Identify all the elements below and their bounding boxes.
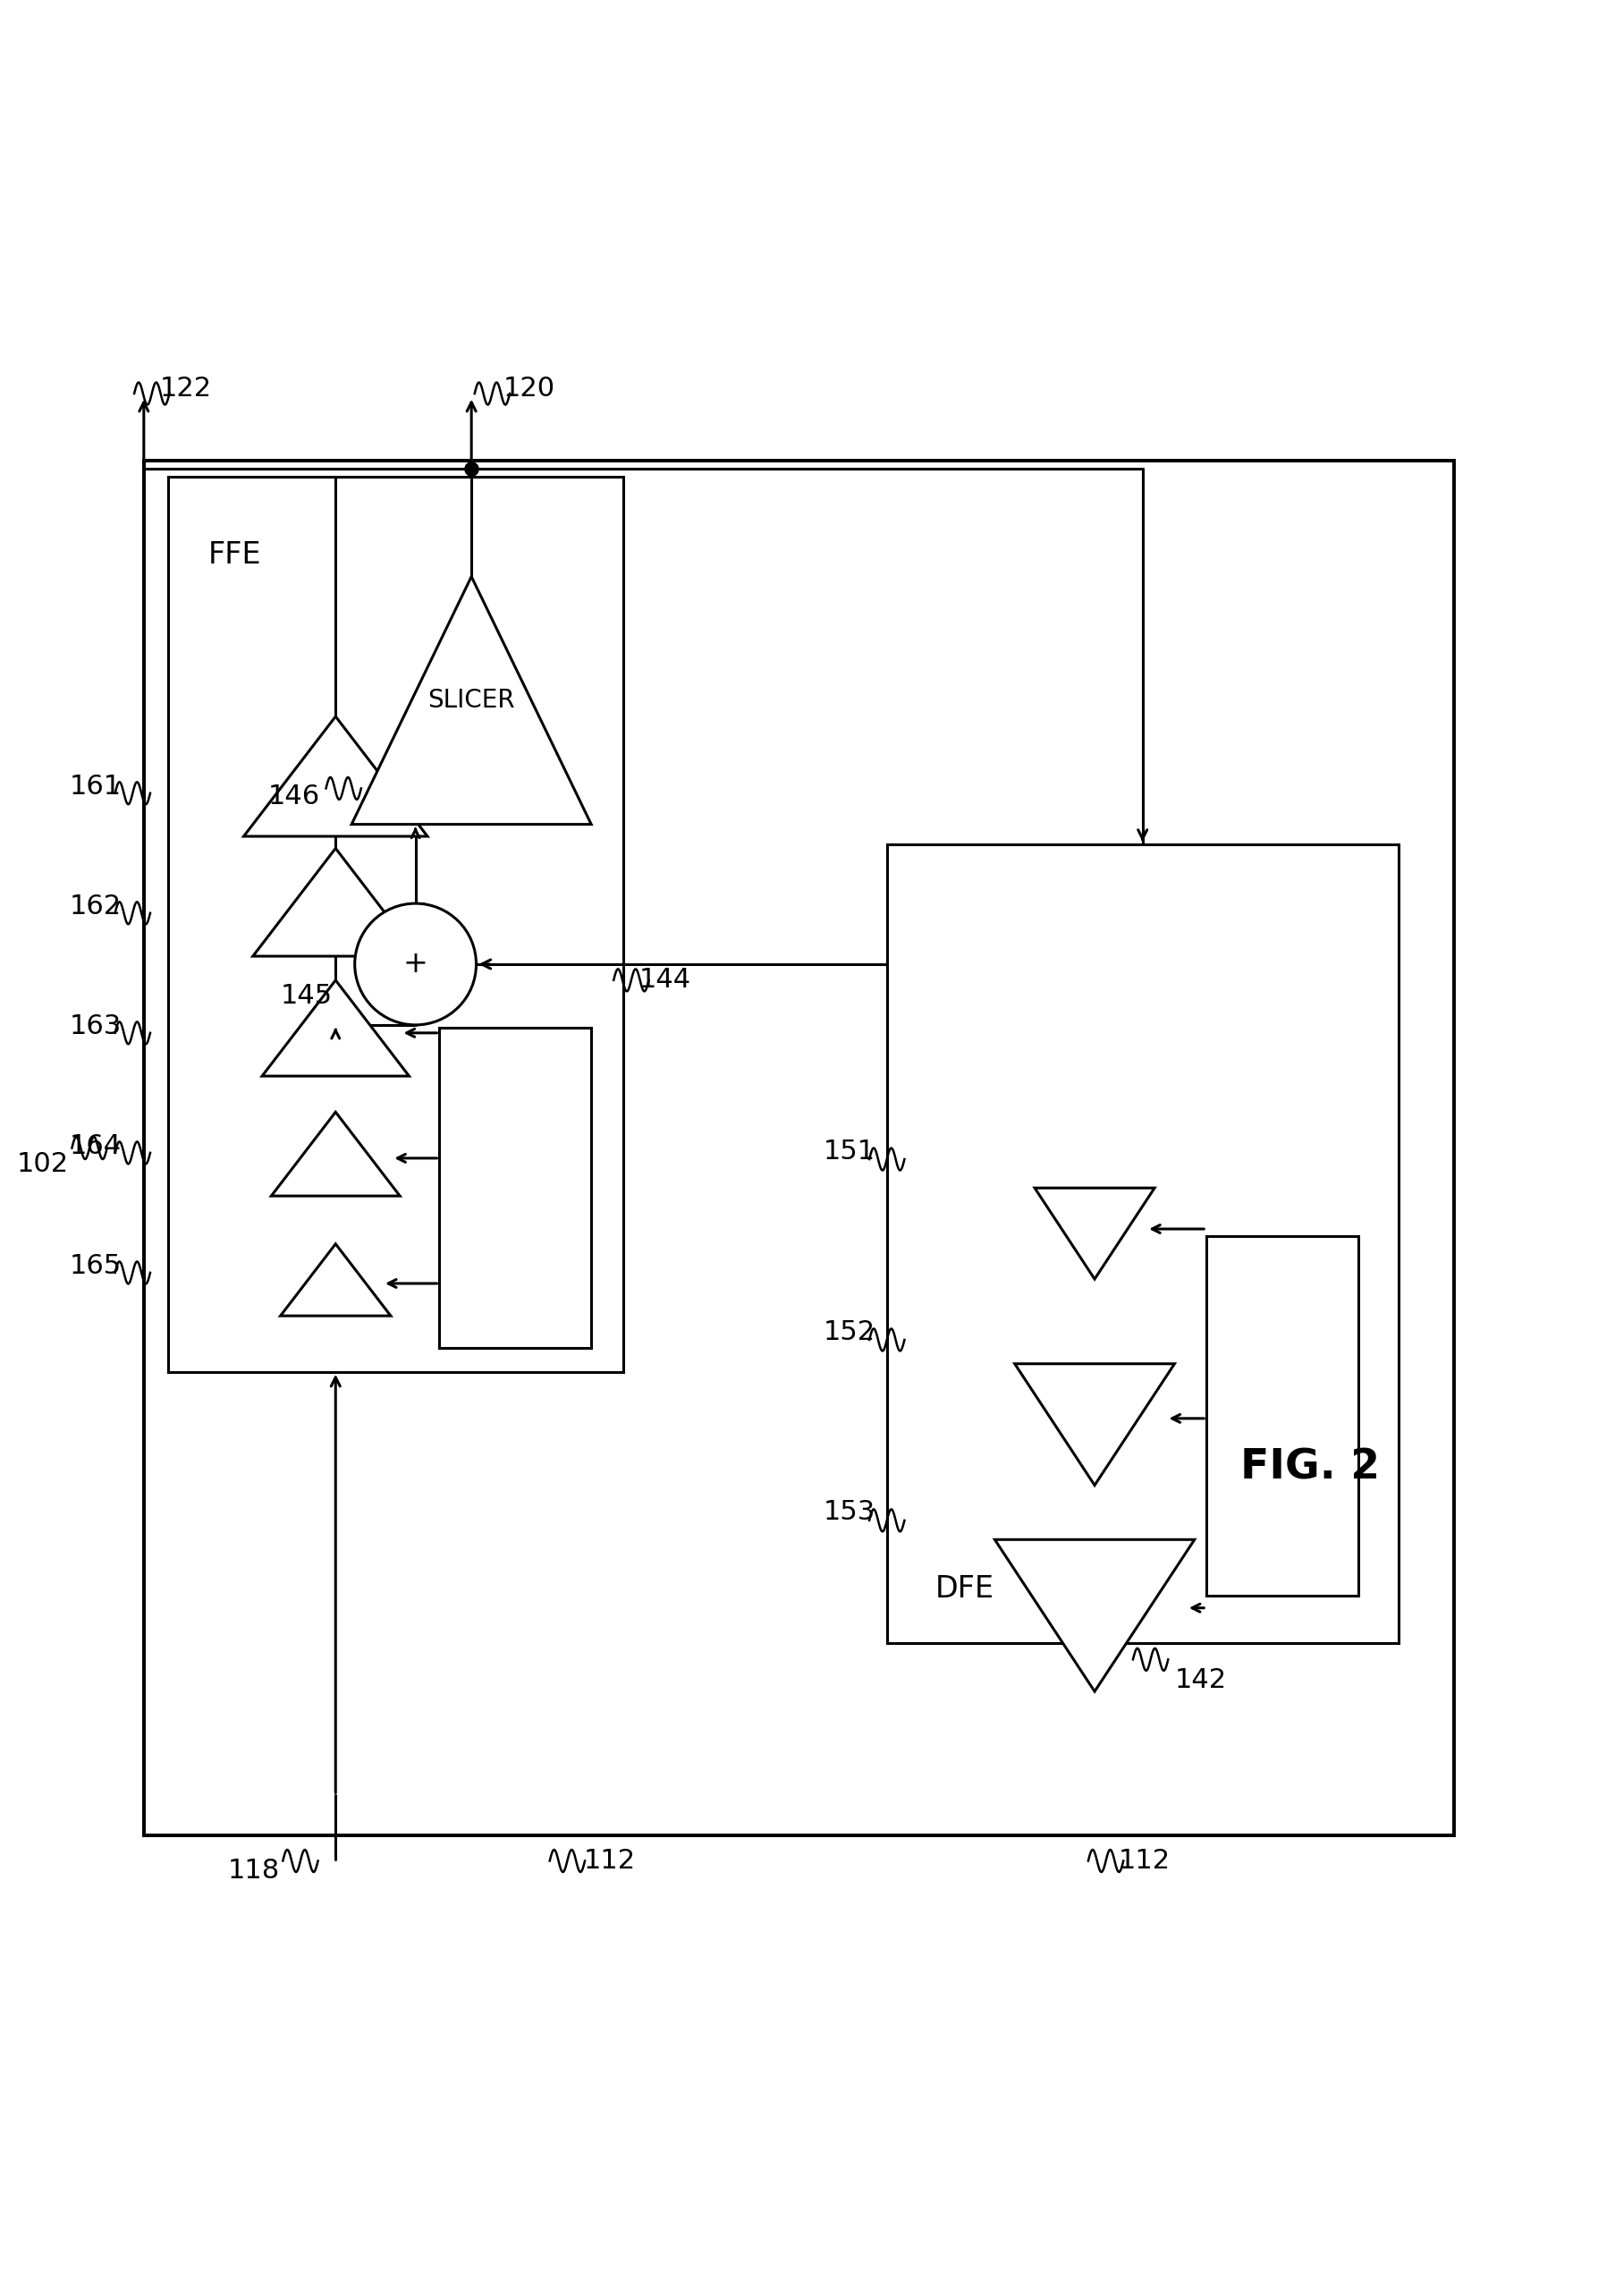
Polygon shape <box>994 1541 1195 1692</box>
Text: 120: 120 <box>503 377 556 402</box>
Bar <box>439 1029 591 1348</box>
Bar <box>887 845 1398 1644</box>
Text: 102: 102 <box>16 1150 69 1178</box>
Text: FIG. 2: FIG. 2 <box>1240 1446 1381 1488</box>
Text: 165: 165 <box>69 1254 121 1279</box>
Text: 146: 146 <box>267 783 320 808</box>
Text: 122: 122 <box>160 377 213 402</box>
Text: 162: 162 <box>69 893 121 921</box>
Text: 112: 112 <box>1119 1848 1171 1874</box>
Polygon shape <box>252 847 419 955</box>
Text: SLICER: SLICER <box>428 689 515 714</box>
Text: 152: 152 <box>823 1318 876 1345</box>
Text: 144: 144 <box>639 967 692 994</box>
Polygon shape <box>243 716 428 836</box>
Text: 112: 112 <box>583 1848 636 1874</box>
Text: 118: 118 <box>227 1857 280 1883</box>
Bar <box>144 461 1454 1835</box>
Text: 153: 153 <box>823 1499 876 1525</box>
Text: 164: 164 <box>69 1134 121 1159</box>
Text: 161: 161 <box>69 774 121 799</box>
Circle shape <box>355 902 476 1024</box>
Polygon shape <box>1015 1364 1175 1486</box>
Text: 163: 163 <box>69 1013 121 1040</box>
Text: +: + <box>403 951 428 978</box>
Text: 145: 145 <box>280 983 332 1010</box>
Bar <box>1206 1235 1358 1596</box>
Bar <box>168 478 623 1371</box>
Text: FFE: FFE <box>208 540 260 569</box>
Text: 151: 151 <box>823 1139 876 1164</box>
Text: 142: 142 <box>1175 1667 1227 1694</box>
Polygon shape <box>1036 1187 1155 1279</box>
Polygon shape <box>262 980 409 1077</box>
Polygon shape <box>281 1244 392 1316</box>
Polygon shape <box>272 1111 400 1196</box>
Text: DFE: DFE <box>935 1575 994 1603</box>
Polygon shape <box>352 576 591 824</box>
